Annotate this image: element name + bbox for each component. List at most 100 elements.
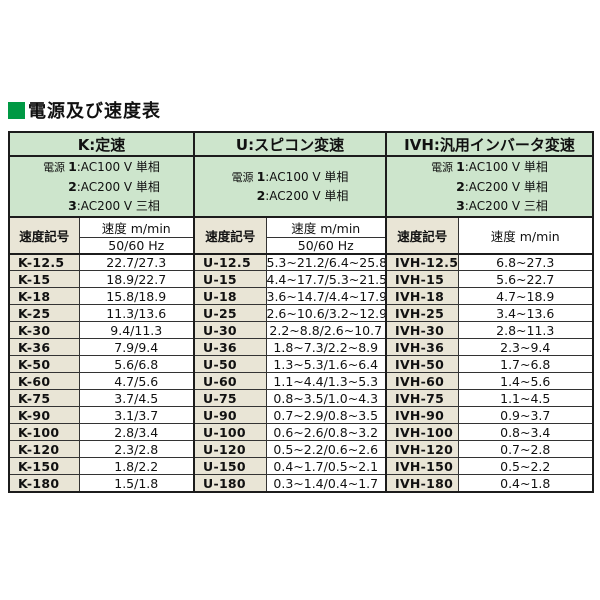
table-row: K-60 4.7/5.6 U-60 1.1~4.4/1.3~5.3 IVH-60 1.4~… [9,372,593,391]
power-spec: 電源 1:AC100 V 単相 2:AC200 V 単相 3:AC200 V 三相 [388,157,592,215]
speed-symbol-cell: U-12.5 [193,253,266,272]
power-label: 電源 [43,161,66,174]
power-spec: 電源 1:AC100 V 単相 2:AC200 V 単相 [196,167,385,206]
table-row: K-15 18.9/22.7 U-15 4.4~17.7/5.3~21.5 IVH-15… [9,270,593,289]
table-row: K-100 2.8/3.4 U-100 0.6~2.6/0.8~3.2 IVH-100 0… [9,423,593,442]
speed-header-k: 速度 m/min [78,216,194,238]
group-header-u: U:スピコン変速 [193,132,386,157]
hz-subheader-row: 50/60 Hz 50/60 Hz [9,237,593,255]
speed-value-cell: 1.8~7.3/2.2~8.9 [265,338,386,357]
speed-value-cell: 7.9/9.4 [78,338,194,357]
group-header-row: K:定速 U:スピコン変速 IVH:汎用インバータ変速 [9,132,593,157]
speed-value-cell: 0.8~3.4 [457,423,593,442]
table-row: K-150 1.8/2.2 U-150 0.4~1.7/0.5~2.1 IVH-150 0… [9,457,593,476]
speed-value-cell: 1.4~5.6 [457,372,593,391]
speed-symbol-cell: IVH-150 [385,457,458,476]
speed-value-cell: 2.3/2.8 [78,440,194,459]
speed-value-cell: 3.4~13.6 [457,304,593,323]
power-speed-table: K:定速 U:スピコン変速 IVH:汎用インバータ変速 電源 1:AC100 V … [8,131,594,493]
speed-value-cell: 4.4~17.7/5.3~21.5 [265,270,386,289]
speed-value-cell: 0.6~2.6/0.8~3.2 [265,423,386,442]
speed-value-cell: 3.6~14.7/4.4~17.9 [265,287,386,306]
power-lines: 1:AC100 V 単相 2:AC200 V 単相 3:AC200 V 三相 [68,159,160,214]
speed-symbol-cell: IVH-180 [385,474,458,493]
speed-value-cell: 2.2~8.8/2.6~10.7 [265,321,386,340]
speed-value-cell: 1.1~4.4/1.3~5.3 [265,372,386,391]
speed-symbol-cell: U-150 [193,457,266,476]
speed-symbol-cell: K-36 [9,338,79,357]
speed-symbol-cell: U-90 [193,406,266,425]
speed-value-cell: 5.6/6.8 [78,355,194,374]
power-spec-k: 電源 1:AC100 V 単相 2:AC200 V 単相 3:AC200 V 三相 [9,156,194,218]
power-spec-row: 電源 1:AC100 V 単相 2:AC200 V 単相 3:AC200 V 三相 電… [9,156,593,218]
speed-value-cell: 5.3~21.2/6.4~25.8 [265,253,386,272]
power-label: 電源 [431,161,454,174]
speed-value-cell: 1.1~4.5 [457,389,593,408]
speed-symbol-cell: IVH-75 [385,389,458,408]
speed-symbol-cell: IVH-25 [385,304,458,323]
table-row: K-18 15.8/18.9 U-18 3.6~14.7/4.4~17.9 IVH-18… [9,287,593,306]
title-bullet-icon [8,101,25,119]
speed-value-cell: 0.4~1.8 [457,474,593,493]
speed-symbol-cell: IVH-120 [385,440,458,459]
speed-value-cell: 22.7/27.3 [78,253,194,272]
speed-value-cell: 11.3/13.6 [78,304,194,323]
speed-value-cell: 2.3~9.4 [457,338,593,357]
speed-symbol-cell: U-15 [193,270,266,289]
speed-symbol-cell: IVH-60 [385,372,458,391]
speed-symbol-cell: IVH-90 [385,406,458,425]
speed-symbol-cell: K-180 [9,474,79,493]
speed-symbol-cell: U-30 [193,321,266,340]
speed-value-cell: 0.5~2.2/0.6~2.6 [265,440,386,459]
speed-value-cell: 1.8/2.2 [78,457,194,476]
speed-value-cell: 0.7~2.8 [457,440,593,459]
symbol-header-k: 速度記号 [9,216,79,255]
speed-value-cell: 2.8~11.3 [457,321,593,340]
speed-value-cell: 9.4/11.3 [78,321,194,340]
group-header-ivh: IVH:汎用インバータ変速 [385,132,593,157]
page-content: 電源及び速度表 K:定速 U:スピコン変速 IVH:汎用インバータ変速 電源 1:… [8,97,594,493]
speed-value-cell: 0.8~3.5/1.0~4.3 [265,389,386,408]
speed-value-cell: 5.6~22.7 [457,270,593,289]
group-header-k: K:定速 [9,132,194,157]
power-spec: 電源 1:AC100 V 単相 2:AC200 V 単相 3:AC200 V 三相 [10,157,193,215]
hz-header-k: 50/60 Hz [78,237,194,255]
speed-value-cell: 0.3~1.4/0.4~1.7 [265,474,386,493]
power-spec-ivh: 電源 1:AC100 V 単相 2:AC200 V 単相 3:AC200 V 三相 [385,156,593,218]
speed-value-cell: 1.7~6.8 [457,355,593,374]
speed-symbol-cell: K-75 [9,389,79,408]
power-label: 電源 [231,170,254,184]
speed-symbol-cell: IVH-100 [385,423,458,442]
speed-symbol-cell: U-36 [193,338,266,357]
speed-symbol-cell: U-75 [193,389,266,408]
speed-symbol-cell: K-120 [9,440,79,459]
speed-value-cell: 3.1/3.7 [78,406,194,425]
speed-symbol-cell: K-60 [9,372,79,391]
speed-header-u: 速度 m/min [265,216,386,238]
speed-value-cell: 0.5~2.2 [457,457,593,476]
table-row: K-90 3.1/3.7 U-90 0.7~2.9/0.8~3.5 IVH-90 0.9~… [9,406,593,425]
speed-value-cell: 0.7~2.9/0.8~3.5 [265,406,386,425]
speed-symbol-cell: U-100 [193,423,266,442]
table-row: K-36 7.9/9.4 U-36 1.8~7.3/2.2~8.9 IVH-36 2.3~… [9,338,593,357]
table-row: K-180 1.5/1.8 U-180 0.3~1.4/0.4~1.7 IVH-180 0… [9,474,593,493]
speed-symbol-cell: U-25 [193,304,266,323]
speed-value-cell: 1.5/1.8 [78,474,194,493]
speed-value-cell: 2.8/3.4 [78,423,194,442]
page-title: 電源及び速度表 [8,97,592,123]
speed-symbol-cell: IVH-50 [385,355,458,374]
speed-symbol-cell: U-180 [193,474,266,493]
speed-symbol-cell: K-12.5 [9,253,79,272]
speed-value-cell: 15.8/18.9 [78,287,194,306]
speed-symbol-cell: IVH-18 [385,287,458,306]
speed-symbol-cell: K-90 [9,406,79,425]
table-row: K-30 9.4/11.3 U-30 2.2~8.8/2.6~10.7 IVH-30 2.… [9,321,593,340]
speed-symbol-cell: K-150 [9,457,79,476]
speed-symbol-cell: U-60 [193,372,266,391]
speed-symbol-cell: K-18 [9,287,79,306]
speed-symbol-cell: K-25 [9,304,79,323]
power-lines: 1:AC100 V 単相 2:AC200 V 単相 [256,168,349,204]
table-row: K-12.5 22.7/27.3 U-12.5 5.3~21.2/6.4~25.8 IV… [9,253,593,272]
speed-symbol-cell: IVH-30 [385,321,458,340]
power-lines: 1:AC100 V 単相 2:AC200 V 単相 3:AC200 V 三相 [456,159,548,214]
